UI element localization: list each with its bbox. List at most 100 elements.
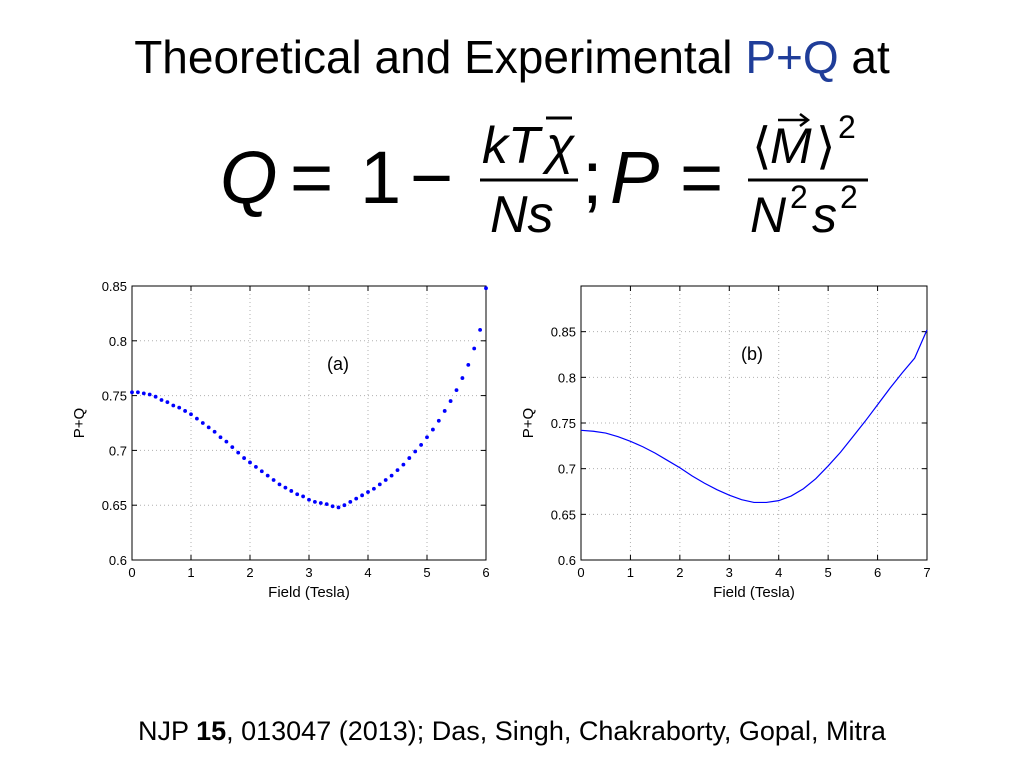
y-axis-label: P+Q bbox=[71, 408, 88, 438]
formula-separator: ; bbox=[582, 136, 603, 219]
formula-one: 1 bbox=[360, 136, 401, 219]
x-tick-label: 6 bbox=[874, 565, 881, 580]
data-point bbox=[218, 435, 223, 440]
formula: Q = 1 − kT χ Ns ; P = ⟨ M ⟩ 2 N 2 bbox=[220, 109, 868, 244]
data-point bbox=[130, 390, 134, 395]
y-tick-label: 0.8 bbox=[109, 334, 127, 349]
data-point bbox=[283, 485, 288, 490]
data-point bbox=[195, 416, 199, 421]
x-tick-label: 4 bbox=[364, 565, 371, 580]
data-point bbox=[153, 394, 158, 399]
citation-rest: , 013047 (2013); Das, Singh, Chakraborty… bbox=[226, 716, 886, 746]
x-axis-label: Field (Tesla) bbox=[268, 584, 350, 601]
formula-q-numerator: kT bbox=[482, 117, 543, 175]
grid bbox=[581, 286, 927, 560]
panel-label: (b) bbox=[741, 344, 763, 364]
data-point bbox=[448, 399, 453, 403]
data-point bbox=[259, 469, 264, 474]
x-tick-label: 0 bbox=[128, 565, 135, 580]
data-point bbox=[313, 500, 317, 504]
x-tick-label: 2 bbox=[676, 565, 683, 580]
x-tick-label: 5 bbox=[825, 565, 832, 580]
data-point bbox=[242, 456, 247, 460]
data-point bbox=[336, 505, 341, 510]
x-tick-label: 5 bbox=[423, 565, 430, 580]
data-point bbox=[484, 286, 488, 291]
data-point bbox=[407, 456, 412, 460]
data-point bbox=[372, 486, 376, 491]
data-point bbox=[159, 398, 164, 402]
data-point bbox=[354, 496, 359, 501]
data-point bbox=[478, 327, 482, 332]
data-point bbox=[289, 489, 294, 493]
x-tick-label: 1 bbox=[627, 565, 634, 580]
data-point bbox=[472, 346, 477, 351]
data-point bbox=[189, 412, 193, 417]
data-point bbox=[460, 376, 465, 380]
x-tick-label: 1 bbox=[187, 565, 194, 580]
formula-p: P bbox=[610, 136, 659, 219]
formula-s-exponent: 2 bbox=[840, 179, 858, 215]
data-point bbox=[212, 429, 217, 434]
y-tick-label: 0.75 bbox=[102, 389, 127, 404]
title-text: Theoretical and Experimental bbox=[134, 31, 746, 83]
formula-m-exponent: 2 bbox=[838, 109, 856, 145]
data-point bbox=[389, 473, 394, 478]
data-point bbox=[301, 494, 305, 499]
y-tick-label: 0.6 bbox=[109, 553, 127, 568]
x-axis-label: Field (Tesla) bbox=[713, 584, 795, 601]
formula-chi: χ bbox=[542, 117, 576, 175]
series-line bbox=[580, 329, 928, 504]
x-tick-label: 0 bbox=[577, 565, 584, 580]
data-point bbox=[436, 418, 441, 423]
y-tick-label: 0.85 bbox=[102, 279, 127, 294]
formula-angle-close: ⟩ bbox=[816, 118, 836, 174]
data-point bbox=[277, 482, 282, 487]
title-highlight: P+Q bbox=[745, 31, 839, 83]
data-point bbox=[206, 425, 211, 430]
data-point bbox=[383, 478, 388, 482]
data-point bbox=[271, 478, 276, 482]
data-point bbox=[425, 435, 429, 440]
formula-n: N bbox=[750, 187, 787, 243]
chart-a: 0 1 2 3 4 5 6 0.6 0.65 0.7 0.75 0.8 0.85 Field (Tesla… bbox=[71, 279, 490, 601]
x-tick-label: 6 bbox=[482, 565, 489, 580]
formula-minus: − bbox=[410, 136, 453, 219]
formula-q-denominator: Ns bbox=[490, 186, 554, 244]
data-point bbox=[318, 501, 323, 505]
data-point bbox=[200, 421, 205, 425]
panel-label: (a) bbox=[327, 354, 349, 374]
data-point bbox=[401, 462, 406, 467]
data-point bbox=[324, 502, 329, 507]
data-point bbox=[177, 405, 182, 410]
data-point bbox=[265, 473, 270, 478]
data-point bbox=[224, 439, 229, 444]
y-tick-label: 0.8 bbox=[558, 370, 576, 385]
y-tick-label: 0.6 bbox=[558, 553, 576, 568]
data-point bbox=[360, 493, 364, 498]
grid bbox=[132, 286, 486, 560]
formula-equals-1: = bbox=[290, 136, 333, 219]
x-tick-label: 7 bbox=[923, 565, 930, 580]
vector-arrow bbox=[778, 113, 811, 127]
data-point bbox=[330, 504, 335, 509]
data-point bbox=[377, 482, 382, 487]
formula-equals-2: = bbox=[680, 136, 723, 219]
data-point bbox=[413, 449, 418, 454]
data-point bbox=[395, 468, 400, 473]
y-tick-label: 0.65 bbox=[551, 507, 576, 522]
data-point bbox=[248, 460, 252, 465]
x-tick-label: 2 bbox=[246, 565, 253, 580]
y-tick-label: 0.85 bbox=[551, 325, 576, 340]
chart-b: 0 1 2 3 4 5 6 7 0.6 0.65 0.7 0.75 0.8 0.85 Field (Tesl… bbox=[520, 285, 931, 601]
data-point bbox=[348, 500, 353, 504]
x-tick-label: 4 bbox=[775, 565, 782, 580]
data-point bbox=[147, 392, 152, 397]
data-point bbox=[431, 427, 435, 432]
data-point bbox=[141, 391, 146, 396]
data-point bbox=[466, 363, 471, 367]
formula-angle-open: ⟨ bbox=[752, 118, 772, 174]
data-point bbox=[236, 450, 241, 455]
formula-n-exponent: 2 bbox=[790, 179, 808, 215]
